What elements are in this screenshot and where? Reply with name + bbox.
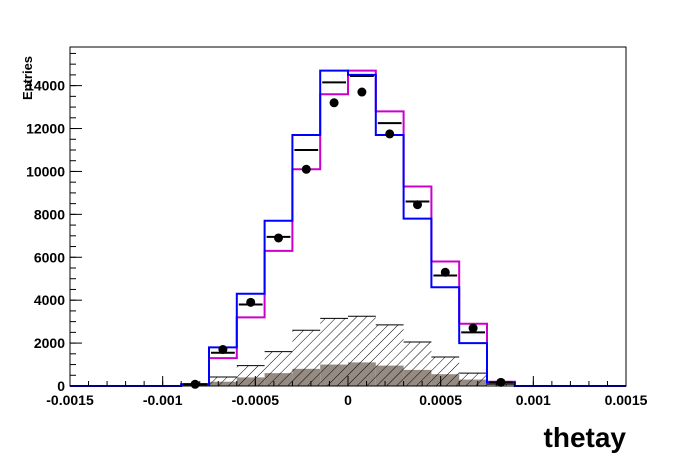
data-point bbox=[357, 87, 367, 97]
hatched-bar bbox=[264, 351, 293, 386]
hatched-bar bbox=[209, 376, 237, 386]
y-tick-label: 8000 bbox=[34, 206, 65, 222]
y-tick-label: 14000 bbox=[26, 78, 65, 94]
x-tick-label: -0.0005 bbox=[232, 392, 280, 408]
hatched-bar bbox=[236, 365, 265, 386]
hatched-bar bbox=[403, 342, 432, 386]
hatched-bar bbox=[375, 324, 404, 386]
data-point bbox=[468, 323, 478, 333]
x-axis-title: thetay bbox=[544, 422, 627, 453]
x-tick-label: 0.0005 bbox=[419, 392, 462, 408]
y-tick-label: 6000 bbox=[34, 249, 65, 265]
data-point bbox=[218, 345, 228, 355]
data-point-layer bbox=[190, 87, 506, 389]
x-tick-label: -0.0015 bbox=[46, 392, 94, 408]
hatched-bar bbox=[348, 316, 376, 386]
hatched-bar bbox=[292, 330, 321, 386]
y-tick-label: 12000 bbox=[26, 121, 65, 137]
y-tick-label: 0 bbox=[57, 378, 65, 394]
data-point bbox=[274, 233, 283, 243]
data-point bbox=[246, 297, 256, 307]
data-point bbox=[496, 377, 506, 387]
x-tick-label: 0.0015 bbox=[605, 392, 648, 408]
x-tick-label: 0 bbox=[344, 392, 352, 408]
y-tick-label: 10000 bbox=[26, 163, 65, 179]
hatched-bar bbox=[431, 357, 460, 386]
y-tick-label: 2000 bbox=[34, 335, 65, 351]
data-point bbox=[385, 129, 395, 139]
x-tick-label: -0.001 bbox=[143, 392, 183, 408]
data-point bbox=[329, 98, 339, 108]
data-point bbox=[301, 164, 311, 174]
data-point bbox=[440, 267, 450, 277]
y-axis-title: Entries bbox=[20, 56, 35, 100]
hatched-bar bbox=[459, 373, 487, 386]
data-point bbox=[413, 200, 422, 210]
x-tick-label: 0.001 bbox=[516, 392, 551, 408]
data-point bbox=[190, 379, 200, 389]
y-tick-label: 4000 bbox=[34, 292, 65, 308]
axes-layer: -0.0015 -0.001 -0.0005 0 0.0005 0.001 0.0015 0 2… bbox=[26, 52, 648, 408]
hatched-bar bbox=[320, 318, 348, 386]
hatched-histogram-layer bbox=[181, 315, 515, 386]
